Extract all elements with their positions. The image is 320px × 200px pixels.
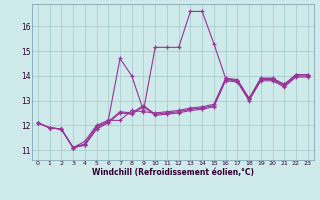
X-axis label: Windchill (Refroidissement éolien,°C): Windchill (Refroidissement éolien,°C) — [92, 168, 254, 177]
